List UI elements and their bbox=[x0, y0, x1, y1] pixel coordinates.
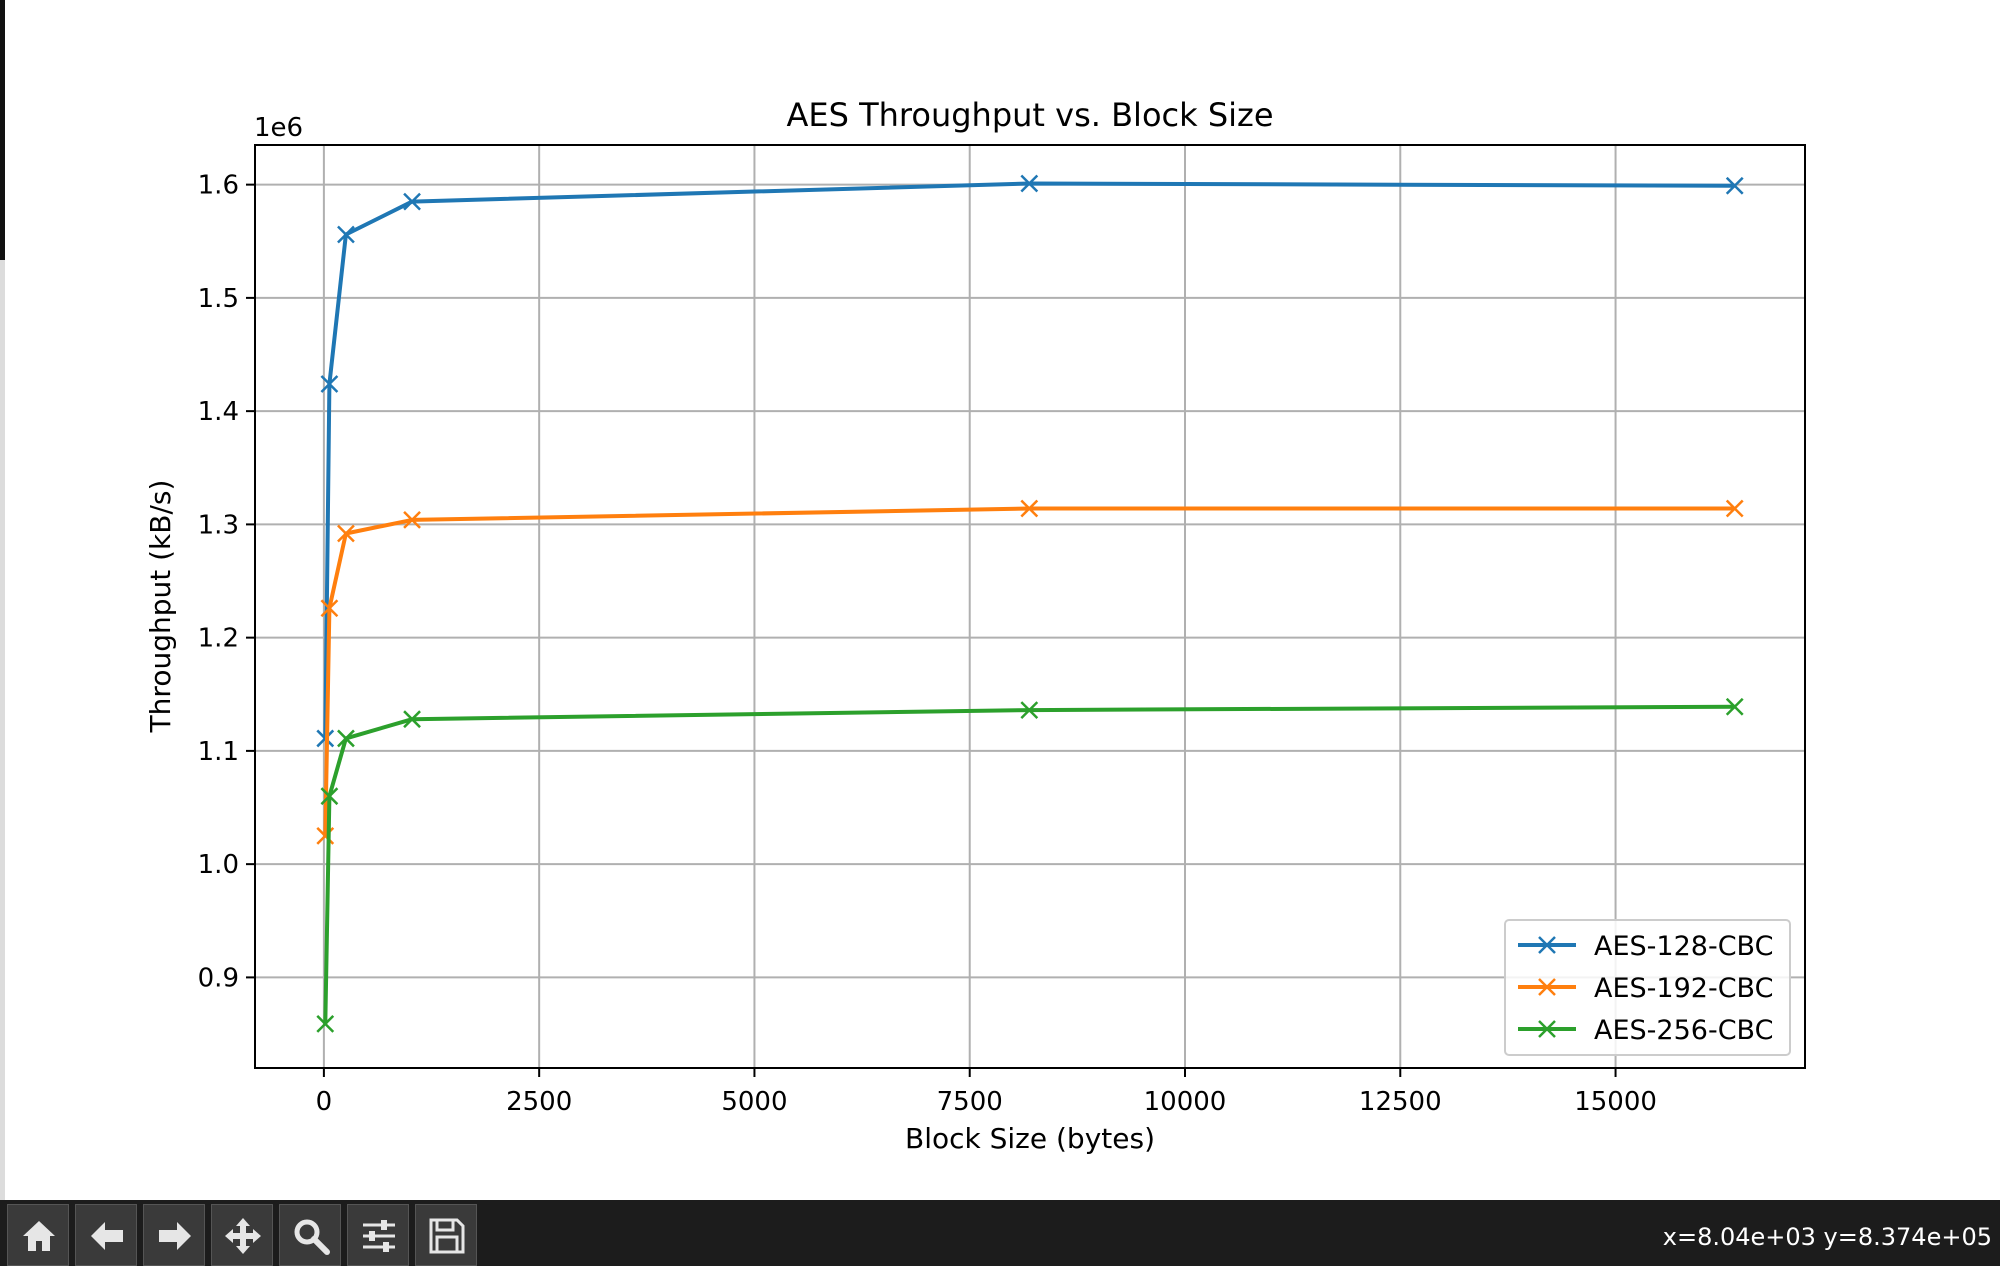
window-left-edge bbox=[0, 0, 5, 1200]
data-point-marker bbox=[320, 599, 339, 618]
chart-title: AES Throughput vs. Block Size bbox=[787, 96, 1274, 134]
data-point-marker bbox=[1725, 697, 1744, 716]
data-point-marker bbox=[320, 375, 339, 393]
y-tick-label: 1.3 bbox=[198, 510, 239, 540]
data-point-marker bbox=[320, 787, 339, 806]
x-tick-label: 0 bbox=[316, 1087, 333, 1117]
y-offset-label: 1e6 bbox=[254, 113, 303, 143]
zoom-button[interactable] bbox=[279, 1204, 341, 1266]
zoom-icon bbox=[294, 1219, 330, 1255]
y-tick-label: 1.5 bbox=[198, 284, 239, 314]
data-point-marker bbox=[403, 710, 421, 729]
legend-label: AES-128-CBC bbox=[1594, 931, 1773, 962]
legend-label: AES-256-CBC bbox=[1594, 1015, 1773, 1046]
configure-subplots-button[interactable] bbox=[347, 1204, 409, 1266]
x-axis-label: Block Size (bytes) bbox=[905, 1122, 1155, 1155]
ticks-layer: 0 2500 5000 7500 10000 12500 15000 0.9 1.0 1.1 1.2… bbox=[198, 171, 1657, 1117]
series-line-aes-256-cbc bbox=[323, 704, 1735, 1024]
data-point-marker bbox=[1020, 701, 1039, 720]
data-point-marker bbox=[1020, 174, 1039, 193]
x-tick-label: 5000 bbox=[721, 1087, 787, 1117]
back-button[interactable] bbox=[75, 1204, 137, 1266]
data-point-marker bbox=[1725, 176, 1744, 195]
sliders-icon bbox=[363, 1220, 395, 1252]
legend-label: AES-192-CBC bbox=[1594, 973, 1773, 1004]
figure-canvas[interactable]: 0 2500 5000 7500 10000 12500 15000 0.9 1.0 1.1 1.2… bbox=[0, 0, 2000, 1200]
grid-layer bbox=[255, 145, 1805, 1068]
pan-button[interactable] bbox=[211, 1204, 273, 1266]
series-layer bbox=[316, 174, 1744, 1033]
data-point-marker bbox=[316, 1014, 335, 1033]
x-tick-label: 12500 bbox=[1359, 1087, 1442, 1117]
axes-frame bbox=[254, 144, 1806, 1069]
y-tick-label: 0.9 bbox=[198, 963, 239, 993]
data-point-marker bbox=[337, 524, 355, 543]
legend-frame bbox=[1504, 919, 1791, 1056]
arrow-left-icon bbox=[91, 1222, 123, 1250]
home-button[interactable] bbox=[7, 1204, 69, 1266]
data-point-marker bbox=[1725, 499, 1744, 518]
home-icon bbox=[23, 1221, 55, 1251]
data-point-marker bbox=[403, 510, 421, 529]
x-tick-label: 10000 bbox=[1144, 1087, 1227, 1117]
y-tick-label: 1.0 bbox=[198, 850, 239, 880]
data-point-marker bbox=[337, 729, 355, 748]
data-point-marker bbox=[1020, 499, 1039, 518]
save-icon bbox=[429, 1218, 465, 1254]
legend: AES-128-CBC AES-192-CBC AES-256-CBC bbox=[1504, 919, 1791, 1056]
y-tick-label: 1.2 bbox=[198, 624, 239, 654]
data-point-marker bbox=[337, 225, 355, 244]
navigation-toolbar bbox=[0, 1200, 2000, 1266]
y-tick-label: 1.4 bbox=[198, 397, 239, 427]
window-left-edge-dark bbox=[0, 0, 5, 260]
series-line-aes-128-cbc bbox=[323, 181, 1735, 739]
y-tick-label: 1.6 bbox=[198, 171, 239, 201]
forward-button[interactable] bbox=[143, 1204, 205, 1266]
legend-marker bbox=[1538, 936, 1556, 954]
data-point-marker bbox=[403, 192, 421, 211]
x-tick-label: 7500 bbox=[937, 1087, 1003, 1117]
move-icon bbox=[225, 1218, 261, 1254]
series-line-aes-192-cbc bbox=[323, 506, 1735, 836]
save-button[interactable] bbox=[415, 1204, 477, 1266]
y-axis-label: Throughput (kB/s) bbox=[144, 480, 177, 734]
x-tick-label: 15000 bbox=[1574, 1087, 1657, 1117]
y-tick-label: 1.1 bbox=[198, 737, 239, 767]
x-tick-label: 2500 bbox=[506, 1087, 572, 1117]
legend-marker bbox=[1538, 1020, 1556, 1038]
legend-items: AES-128-CBC AES-192-CBC AES-256-CBC bbox=[1518, 931, 1773, 1046]
cursor-coordinates: x=8.04e+03 y=8.374e+05 bbox=[1662, 1223, 1992, 1251]
legend-marker bbox=[1538, 978, 1556, 996]
arrow-right-icon bbox=[159, 1222, 191, 1250]
